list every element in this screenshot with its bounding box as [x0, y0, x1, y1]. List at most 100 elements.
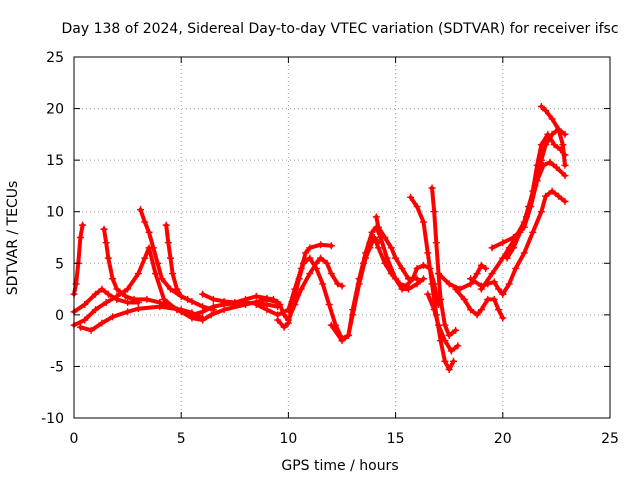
data-point: [334, 280, 342, 288]
data-point: [449, 357, 457, 365]
data-point: [312, 264, 320, 272]
data-point: [338, 282, 346, 290]
data-point: [529, 187, 537, 195]
data-point: [548, 115, 556, 123]
data-point: [177, 292, 185, 300]
data-point: [323, 259, 331, 267]
series-line: [453, 287, 505, 320]
series-arc-16: [424, 290, 462, 355]
data-point: [199, 316, 207, 324]
data-point: [432, 239, 440, 247]
data-point: [166, 303, 174, 311]
data-point: [164, 239, 172, 247]
data-point: [220, 297, 228, 305]
series-arc-8: [199, 254, 346, 324]
series-arc-24: [537, 103, 569, 169]
data-point: [428, 280, 436, 288]
data-point: [424, 290, 432, 298]
data-point: [392, 254, 400, 262]
x-tick-label: 0: [70, 431, 79, 447]
data-point: [516, 228, 524, 236]
data-point: [166, 254, 174, 262]
data-point: [503, 254, 511, 262]
data-point: [141, 218, 149, 226]
data-point: [263, 294, 271, 302]
data-point: [370, 234, 378, 241]
data-point: [445, 331, 453, 339]
data-point: [113, 295, 121, 303]
data-point: [145, 228, 153, 236]
series-line: [468, 276, 505, 297]
data-point: [419, 261, 427, 269]
data-point: [177, 308, 185, 316]
series-arc-17: [434, 261, 490, 293]
data-point: [387, 270, 395, 278]
series-arc-7: [162, 221, 192, 303]
data-point: [428, 184, 436, 192]
data-point: [124, 308, 132, 316]
data-point: [349, 306, 357, 314]
data-point: [559, 141, 567, 149]
data-point: [542, 192, 550, 200]
data-point: [477, 261, 485, 269]
series-line: [408, 195, 456, 372]
data-point: [561, 172, 569, 180]
data-point: [452, 285, 460, 293]
plot-frame: [73, 56, 611, 419]
y-tick-label: -5: [50, 359, 64, 375]
data-point: [156, 298, 164, 306]
data-point: [529, 228, 537, 236]
data-point: [473, 270, 481, 278]
data-point: [537, 103, 545, 111]
series-arc-1: [70, 221, 87, 298]
series-arc-13: [372, 213, 421, 283]
data-point: [441, 337, 449, 345]
data-point: [398, 264, 406, 272]
data-point: [302, 249, 310, 257]
data-point: [338, 337, 346, 345]
data-point: [289, 301, 297, 309]
data-point: [317, 254, 325, 262]
grid: [74, 57, 610, 418]
data-point: [366, 244, 374, 252]
data-point: [537, 141, 545, 149]
data-point: [419, 218, 427, 226]
data-point: [445, 280, 453, 288]
data-point: [533, 161, 541, 169]
data-point: [561, 161, 569, 169]
chart-title: Day 138 of 2024, Sidereal Day-to-day VTE…: [61, 21, 618, 37]
data-point: [467, 275, 475, 283]
data-point: [162, 221, 170, 229]
data-point: [537, 208, 545, 216]
data-point: [151, 270, 159, 278]
data-point: [381, 234, 389, 241]
data-point: [109, 275, 117, 283]
series-layer: [70, 103, 569, 374]
data-point: [477, 285, 485, 293]
y-tick-label: 15: [46, 153, 64, 169]
x-tick-label: 15: [387, 431, 405, 447]
data-point: [100, 225, 108, 233]
data-point: [306, 270, 314, 278]
y-tick-label: 10: [46, 205, 64, 221]
series-line: [374, 214, 419, 281]
data-point: [488, 270, 496, 278]
data-point: [544, 130, 552, 138]
data-point: [407, 193, 415, 201]
data-point: [499, 314, 507, 322]
data-point: [430, 306, 438, 314]
data-point: [160, 295, 168, 303]
data-point: [76, 234, 84, 241]
series-line: [425, 292, 460, 353]
data-point: [490, 278, 498, 286]
data-point: [141, 254, 149, 262]
data-point: [327, 242, 335, 250]
data-point: [295, 275, 303, 283]
series-arc-18: [452, 285, 507, 322]
data-point: [327, 270, 335, 278]
data-point: [424, 249, 432, 257]
series-arc-15: [428, 184, 460, 339]
data-point: [130, 295, 138, 303]
data-point: [136, 206, 144, 214]
data-point: [548, 187, 556, 195]
